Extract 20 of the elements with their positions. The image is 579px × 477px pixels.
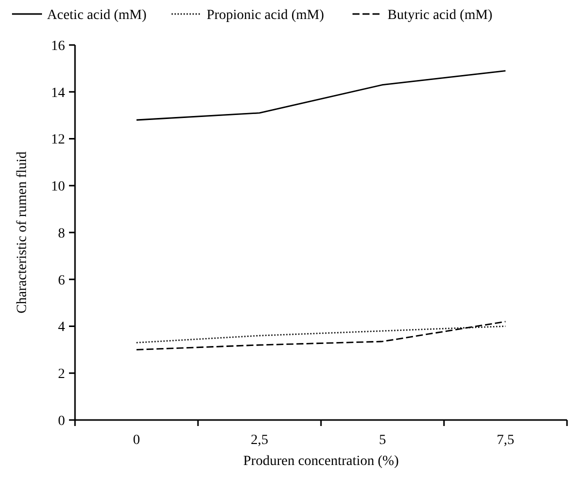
legend-label: Butyric acid (mM) bbox=[388, 8, 493, 23]
y-tick-label: 6 bbox=[58, 273, 65, 288]
y-axis-title: Characteristic of rumen fluid bbox=[15, 151, 30, 314]
line-series bbox=[136, 70, 506, 121]
y-tick-label: 4 bbox=[58, 320, 65, 336]
y-tick-label: 2 bbox=[58, 367, 65, 382]
legend-label: Acetic acid (mM) bbox=[47, 8, 147, 23]
legend-label: Propionic acid (mM) bbox=[206, 8, 324, 23]
y-tick-label: 12 bbox=[51, 132, 65, 148]
y-tick-label: 14 bbox=[51, 86, 65, 101]
x-tick-label: 5 bbox=[379, 433, 386, 448]
x-tick-label: 2,5 bbox=[250, 433, 268, 448]
y-tick-label: 0 bbox=[58, 414, 65, 429]
y-tick-label: 8 bbox=[58, 226, 65, 242]
x-tick-label: 7,5 bbox=[496, 433, 514, 448]
x-tick-label: 0 bbox=[133, 433, 140, 448]
y-tick-label: 10 bbox=[51, 180, 65, 195]
x-axis-title: Produren concentration (%) bbox=[243, 454, 400, 469]
y-tick-label: 16 bbox=[51, 38, 65, 54]
line-series bbox=[136, 320, 506, 350]
